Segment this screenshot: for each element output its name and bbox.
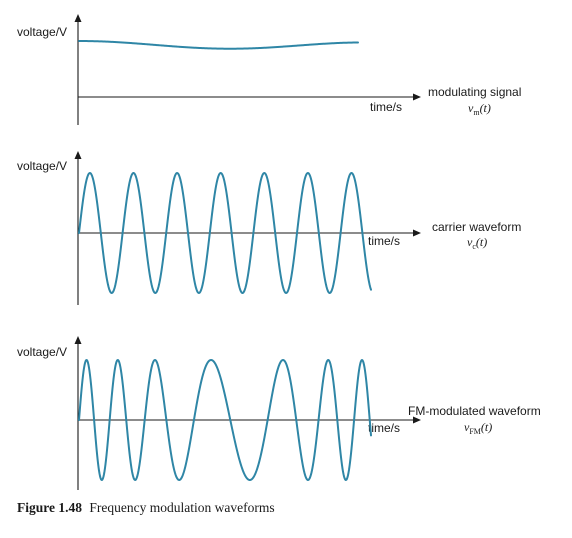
panel-title: carrier waveform [432,220,521,234]
x-axis-label: time/s [370,100,402,114]
modulating-waveform [78,40,359,50]
panel-title: FM-modulated waveform [408,404,541,418]
y-axis-label: voltage/V [17,25,67,39]
panel-modulating: voltage/V time/s modulating signal vm(t) [17,14,521,125]
y-axis-arrow [74,336,82,344]
x-axis-label: time/s [368,421,400,435]
carrier-waveform [78,172,372,294]
x-axis-arrow [413,229,421,237]
panel-title: modulating signal [428,85,521,99]
panel-carrier: voltage/V time/s carrier waveform vc(t) [17,151,521,305]
caption-number: Figure 1.48 [17,500,82,515]
figure-caption: Figure 1.48 Frequency modulation wavefor… [17,500,275,515]
signal-symbol: vc(t) [467,235,487,251]
signal-symbol: vFM(t) [464,420,492,436]
panel-fm: voltage/V time/s FM-modulated waveform v… [17,336,541,490]
x-axis-label: time/s [368,234,400,248]
y-axis-arrow [74,14,82,22]
y-axis-arrow [74,151,82,159]
caption-text: Frequency modulation waveforms [89,500,274,515]
x-axis-arrow [413,416,421,424]
fm-waveform [78,359,372,481]
y-axis-label: voltage/V [17,345,67,359]
y-axis-label: voltage/V [17,159,67,173]
x-axis-arrow [413,93,421,101]
signal-symbol: vm(t) [468,101,491,117]
